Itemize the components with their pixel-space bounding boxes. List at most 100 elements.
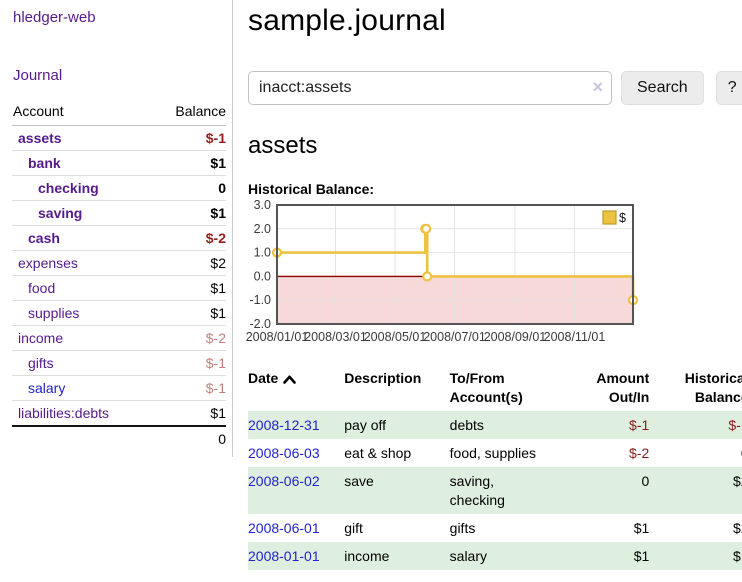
x-tick-label: 2008/05/01 (364, 330, 427, 344)
sidebar: hledger-web Journal Account Balance asse… (0, 0, 233, 457)
transaction-description: pay off (344, 417, 387, 433)
account-balance: $-2 (151, 325, 226, 351)
sort-ascending-icon (283, 375, 297, 384)
account-link-expenses[interactable]: expenses (18, 255, 78, 271)
account-balance: $-1 (151, 375, 226, 401)
y-tick-label: -1.0 (249, 293, 271, 307)
search-bar: × Search ? (248, 71, 742, 105)
account-balance: $1 (151, 150, 226, 176)
transaction-date-link[interactable]: 2008-06-02 (248, 473, 320, 489)
main-content: sample.journal × Search ? assets Histori… (233, 0, 742, 570)
transaction-balance: $2 (733, 473, 742, 489)
legend-swatch (602, 210, 617, 225)
register-row: 2008-12-31 pay off debts $-1 $-1 (248, 411, 742, 439)
transaction-accounts: saving, checking (449, 473, 505, 508)
y-tick-label: -2.0 (249, 317, 271, 331)
transaction-accounts: debts (449, 417, 484, 433)
transaction-date-link[interactable]: 2008-01-01 (248, 548, 320, 564)
transaction-date-link[interactable]: 2008-06-01 (248, 520, 320, 536)
accounts-table: Account Balance assets $-1 bank $1 checking 0… (12, 98, 226, 451)
account-link-gifts[interactable]: gifts (28, 355, 54, 371)
transaction-date-link[interactable]: 2008-06-03 (248, 445, 320, 461)
transaction-balance: $2 (733, 520, 742, 536)
register-table: Date Description To/From Account(s) Amou… (248, 365, 742, 570)
x-tick-label: 2008/01/01 (246, 330, 309, 344)
sidebar-item-journal[interactable]: Journal (13, 67, 63, 84)
account-row: checking 0 (12, 175, 226, 201)
chart-point[interactable] (422, 271, 433, 282)
app-title-link[interactable]: hledger-web (13, 9, 96, 26)
register-row: 2008-06-01 gift gifts $1 $2 (248, 514, 742, 542)
account-link-bank[interactable]: bank (28, 155, 61, 171)
help-button[interactable]: ? (715, 71, 742, 105)
y-tick-label: 3.0 (254, 198, 271, 212)
account-link-cash[interactable]: cash (28, 230, 60, 246)
register-header-date[interactable]: Date (248, 365, 344, 411)
transaction-balance: $-1 (728, 417, 742, 433)
register-row: 2008-06-03 eat & shop food, supplies $-20 (248, 439, 742, 467)
accounts-table-body: assets $-1 bank $1 checking 0 saving $1 cash $-2 e… (12, 125, 226, 427)
account-link-saving[interactable]: saving (38, 205, 83, 221)
account-row: assets $-1 (12, 125, 226, 151)
account-balance: $-2 (151, 225, 226, 251)
transaction-amount: $-2 (629, 445, 650, 461)
x-tick-label: 2008/11/01 (544, 330, 606, 344)
y-tick-label: 2.0 (254, 222, 271, 236)
account-row: cash $-2 (12, 225, 226, 251)
transaction-balance: 0 (649, 439, 742, 467)
historical-balance-chart: $3.0 2.0 1.0 0.0 -1.0 -2.02008/01/012008/03/0… (246, 198, 639, 344)
account-heading: assets (248, 132, 318, 159)
account-balance: $1 (151, 200, 226, 226)
transaction-description: gift (344, 520, 363, 536)
sidebar-nav: Journal (13, 67, 226, 84)
account-balance: $-1 (151, 350, 226, 376)
transaction-amount: $1 (633, 548, 650, 564)
transaction-description: income (344, 548, 390, 564)
transaction-accounts: gifts (449, 520, 476, 536)
account-link-assets[interactable]: assets (18, 130, 62, 146)
transaction-accounts: food, supplies (449, 445, 537, 461)
x-tick-label: 2008/07/01 (423, 330, 486, 344)
account-row: income $-2 (12, 325, 226, 351)
account-row: salary $-1 (12, 375, 226, 401)
account-row: food $1 (12, 275, 226, 301)
transaction-description: eat & shop (344, 445, 412, 461)
register-header-description: Description (344, 370, 422, 386)
account-row: gifts $-1 (12, 350, 226, 376)
chart-point[interactable] (421, 223, 432, 234)
x-tick-label: 2008/03/01 (304, 330, 367, 344)
app-title: hledger-web (13, 9, 226, 26)
transaction-amount: 0 (641, 473, 650, 489)
plot-border (276, 204, 634, 325)
search-input-wrap: × (248, 71, 612, 105)
account-link-food[interactable]: food (28, 280, 56, 296)
legend-label: $ (619, 211, 626, 225)
chart-heading: Historical Balance: (248, 181, 375, 197)
register-header-balance: Historical Balance (684, 370, 742, 405)
accounts-total-row: 0 (12, 425, 226, 451)
account-row: saving $1 (12, 200, 226, 226)
search-input[interactable] (248, 71, 612, 105)
transaction-date-link[interactable]: 2008-12-31 (248, 417, 320, 433)
register-header-amount: Amount Out/In (596, 370, 650, 405)
register-row: 2008-06-02 save saving, checking 0 $2 (248, 467, 742, 514)
clear-search-icon[interactable]: × (592, 77, 603, 97)
account-link-salary[interactable]: salary (28, 380, 66, 396)
accounts-total-balance: 0 (151, 425, 226, 451)
transaction-amount: $1 (633, 520, 650, 536)
register-header-accounts: To/From Account(s) (449, 370, 523, 405)
search-button[interactable]: Search (621, 71, 704, 105)
transaction-accounts: salary (449, 548, 488, 564)
y-tick-label: 1.0 (254, 246, 271, 260)
account-balance: $2 (151, 250, 226, 276)
accounts-header-balance: Balance (151, 98, 226, 126)
account-balance: $1 (151, 300, 226, 326)
account-link-supplies[interactable]: supplies (28, 305, 80, 321)
account-row: liabilities:debts $1 (12, 400, 226, 427)
account-balance: $1 (151, 275, 226, 301)
account-link-liabilities-debts[interactable]: liabilities:debts (18, 405, 110, 421)
transaction-description: save (344, 473, 374, 489)
register-table-body: 2008-12-31 pay off debts $-1 $-1 2008-06-03 ea… (248, 411, 742, 570)
account-link-checking[interactable]: checking (38, 180, 99, 196)
account-link-income[interactable]: income (18, 330, 64, 346)
